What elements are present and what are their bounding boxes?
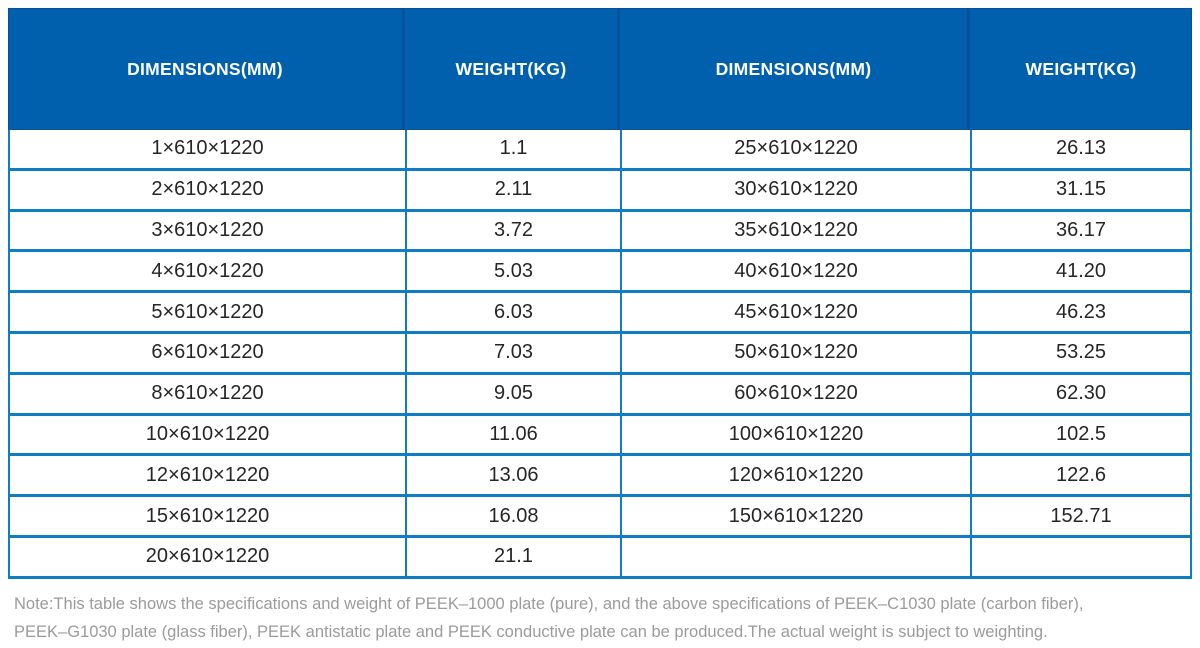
cell-weight-left: 1.1 bbox=[407, 130, 620, 168]
note-line-2: PEEK–G1030 plate (glass fiber), PEEK ant… bbox=[14, 623, 1048, 641]
table-row: 20×610×1220 21.1 bbox=[10, 537, 1190, 576]
cell-dimensions-right: 30×610×1220 bbox=[622, 170, 970, 209]
table-row: 12×610×1220 13.06 120×610×1220 122.6 bbox=[10, 456, 1190, 495]
column-header-dimensions-right: DIMENSIONS(MM) bbox=[620, 8, 970, 130]
cell-weight-right: 62.30 bbox=[972, 374, 1190, 413]
cell-weight-right: 31.15 bbox=[972, 170, 1190, 209]
cell-dimensions-left: 2×610×1220 bbox=[10, 170, 405, 209]
cell-dimensions-right: 120×610×1220 bbox=[622, 456, 970, 495]
cell-dimensions-right: 35×610×1220 bbox=[622, 211, 970, 250]
cell-weight-right: 46.23 bbox=[972, 293, 1190, 331]
column-header-dimensions-left: DIMENSIONS(MM) bbox=[8, 8, 405, 130]
cell-weight-right bbox=[972, 537, 1190, 576]
cell-weight-left: 21.1 bbox=[407, 537, 620, 576]
cell-dimensions-left: 8×610×1220 bbox=[10, 374, 405, 413]
cell-dimensions-right: 50×610×1220 bbox=[622, 333, 970, 372]
cell-dimensions-left: 12×610×1220 bbox=[10, 456, 405, 495]
table-row: 10×610×1220 11.06 100×610×1220 102.5 bbox=[10, 415, 1190, 454]
cell-weight-right: 152.71 bbox=[972, 497, 1190, 535]
table-header-row: DIMENSIONS(MM) WEIGHT(KG) DIMENSIONS(MM)… bbox=[8, 8, 1192, 130]
column-header-weight-right: WEIGHT(KG) bbox=[1025, 58, 1137, 79]
cell-weight-right: 26.13 bbox=[972, 130, 1190, 168]
cell-weight-left: 5.03 bbox=[407, 252, 620, 291]
table-body: 1×610×1220 1.1 25×610×1220 26.13 2×610×1… bbox=[8, 130, 1192, 579]
cell-dimensions-left: 6×610×1220 bbox=[10, 333, 405, 372]
cell-weight-left: 16.08 bbox=[407, 497, 620, 535]
column-header-weight-left: WEIGHT(KG) bbox=[405, 8, 620, 130]
cell-weight-left: 6.03 bbox=[407, 293, 620, 331]
table-row: 6×610×1220 7.03 50×610×1220 53.25 bbox=[10, 333, 1190, 372]
note-text: Note:This table shows the specifications… bbox=[14, 590, 1194, 646]
cell-dimensions-left: 3×610×1220 bbox=[10, 211, 405, 250]
cell-dimensions-left: 10×610×1220 bbox=[10, 415, 405, 454]
cell-dimensions-right bbox=[622, 537, 970, 576]
table-row: 8×610×1220 9.05 60×610×1220 62.30 bbox=[10, 374, 1190, 413]
cell-dimensions-right: 100×610×1220 bbox=[622, 415, 970, 454]
cell-weight-left: 7.03 bbox=[407, 333, 620, 372]
cell-dimensions-left: 20×610×1220 bbox=[10, 537, 405, 576]
spec-table: DIMENSIONS(MM) WEIGHT(KG) DIMENSIONS(MM)… bbox=[8, 8, 1192, 579]
table-row: 2×610×1220 2.11 30×610×1220 31.15 bbox=[10, 170, 1190, 209]
cell-weight-right: 36.17 bbox=[972, 211, 1190, 250]
cell-weight-right: 122.6 bbox=[972, 456, 1190, 495]
cell-dimensions-left: 1×610×1220 bbox=[10, 130, 405, 168]
cell-weight-left: 13.06 bbox=[407, 456, 620, 495]
cell-weight-right: 102.5 bbox=[972, 415, 1190, 454]
cell-weight-right: 41.20 bbox=[972, 252, 1190, 291]
cell-dimensions-right: 150×610×1220 bbox=[622, 497, 970, 535]
table-row: 1×610×1220 1.1 25×610×1220 26.13 bbox=[10, 130, 1190, 168]
cell-dimensions-left: 15×610×1220 bbox=[10, 497, 405, 535]
table-row: 15×610×1220 16.08 150×610×1220 152.71 bbox=[10, 497, 1190, 535]
cell-dimensions-right: 60×610×1220 bbox=[622, 374, 970, 413]
cell-dimensions-left: 4×610×1220 bbox=[10, 252, 405, 291]
cell-weight-right: 53.25 bbox=[972, 333, 1190, 372]
cell-weight-left: 11.06 bbox=[407, 415, 620, 454]
table-row: 4×610×1220 5.03 40×610×1220 41.20 bbox=[10, 252, 1190, 291]
table-row: 5×610×1220 6.03 45×610×1220 46.23 bbox=[10, 293, 1190, 331]
table-row: 3×610×1220 3.72 35×610×1220 36.17 bbox=[10, 211, 1190, 250]
cell-dimensions-right: 45×610×1220 bbox=[622, 293, 970, 331]
cell-dimensions-right: 25×610×1220 bbox=[622, 130, 970, 168]
note-line-1: Note:This table shows the specifications… bbox=[14, 595, 1084, 613]
cell-weight-left: 3.72 bbox=[407, 211, 620, 250]
cell-weight-left: 2.11 bbox=[407, 170, 620, 209]
cell-weight-left: 9.05 bbox=[407, 374, 620, 413]
cell-dimensions-left: 5×610×1220 bbox=[10, 293, 405, 331]
cell-dimensions-right: 40×610×1220 bbox=[622, 252, 970, 291]
